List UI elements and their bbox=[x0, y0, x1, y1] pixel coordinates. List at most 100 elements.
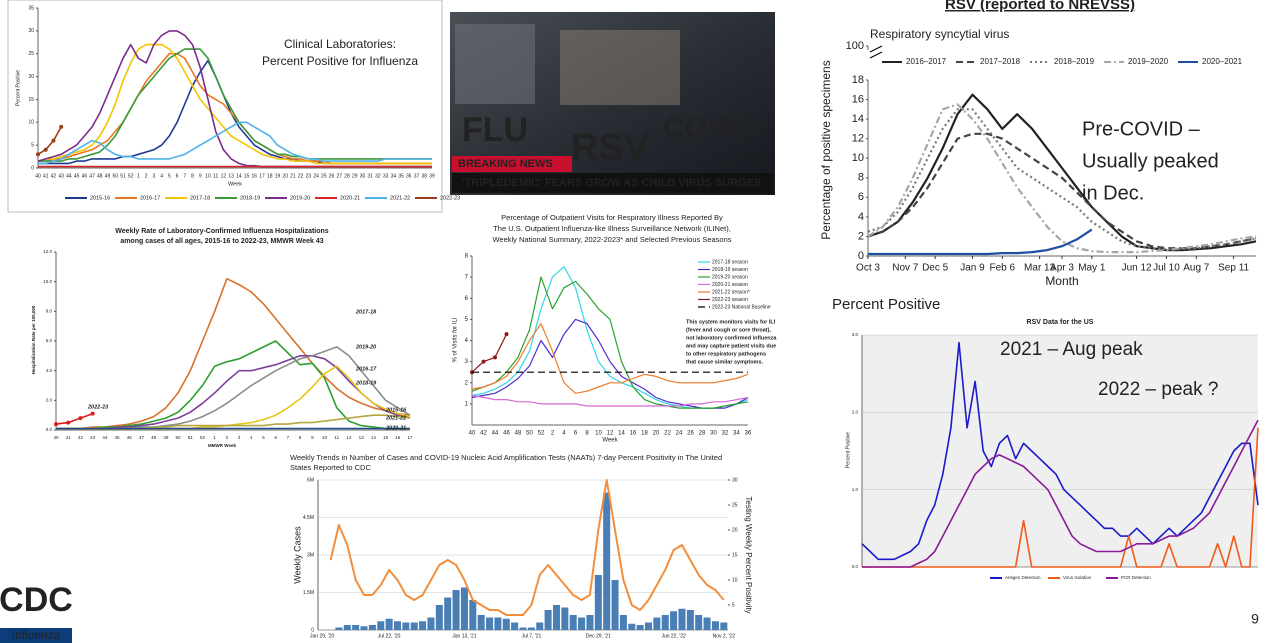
bar bbox=[419, 621, 427, 630]
x-tick-label: Oct 3 bbox=[856, 263, 880, 274]
x-tick-label: 6 bbox=[274, 435, 277, 440]
series-label: 2016-17 bbox=[355, 366, 377, 372]
legend-label: Antigen Detection bbox=[1005, 575, 1041, 580]
chart-title: Weekly Rate of Laboratory-Confirmed Infl… bbox=[115, 228, 329, 235]
annotation: Percent Positive for Influenza bbox=[262, 54, 418, 68]
point bbox=[481, 359, 486, 364]
panel-border bbox=[7, 0, 443, 213]
x-tick-label: 42 bbox=[78, 435, 84, 440]
x-tick-label: 10 bbox=[595, 431, 602, 437]
x-tick-label: 14 bbox=[618, 431, 625, 437]
axis-break bbox=[869, 45, 883, 53]
x-tick-label: 41 bbox=[43, 173, 49, 179]
x-tick-label: 28 bbox=[344, 173, 350, 179]
x-tick-label: 17 bbox=[259, 173, 265, 179]
series-label: 2020-21 bbox=[385, 425, 406, 431]
x-tick-label: 43 bbox=[58, 173, 64, 179]
chart-title: Percentage of Outpatient Visits for Resp… bbox=[501, 213, 723, 222]
bar bbox=[435, 605, 443, 630]
y2-tick-label: 15 bbox=[732, 552, 738, 558]
y-tick-label: 10 bbox=[852, 152, 864, 164]
chart-title: RSV Data for the US bbox=[1027, 319, 1094, 326]
series-label: 2018-19 bbox=[355, 380, 377, 386]
series-line bbox=[868, 228, 1093, 256]
bar bbox=[511, 622, 519, 630]
x-tick-label: 13 bbox=[228, 173, 234, 179]
x-tick-label: 10 bbox=[205, 173, 211, 179]
x-tick-label: 44 bbox=[492, 431, 499, 437]
x-tick-label: 46 bbox=[127, 435, 133, 440]
x-tick-label: 44 bbox=[102, 435, 108, 440]
x-tick-label: Sep 11 bbox=[1218, 263, 1249, 274]
annotation: Clinical Laboratories: bbox=[284, 37, 396, 51]
legend-label: 2019-20 season bbox=[712, 274, 748, 280]
x-tick-label: 14 bbox=[236, 173, 242, 179]
legend-label: 2015-16 bbox=[90, 195, 110, 201]
x-axis-label: Week bbox=[228, 181, 242, 187]
x-tick-label: 39 bbox=[429, 173, 435, 179]
y-tick-label: 6M bbox=[307, 477, 314, 483]
x-tick-label: 9 bbox=[311, 435, 314, 440]
y2-tick-label: 5 bbox=[732, 602, 735, 608]
series-line bbox=[471, 333, 508, 373]
x-tick-label: 16 bbox=[395, 435, 401, 440]
bar bbox=[586, 615, 594, 630]
annotation: in Dec. bbox=[1082, 182, 1144, 204]
y-tick-label: 10 bbox=[28, 120, 34, 126]
series-label: 2017-18 bbox=[355, 309, 377, 315]
x-tick-label: 20 bbox=[282, 173, 288, 179]
logo-sub: Influenza bbox=[12, 628, 61, 642]
series-line bbox=[861, 341, 1259, 561]
y-tick-label: 15 bbox=[28, 97, 34, 103]
note: not laboratory confirmed influenza bbox=[686, 335, 777, 341]
legend-label: 2022-23 season bbox=[712, 297, 748, 303]
y2-tick-label: 20 bbox=[732, 527, 738, 533]
bar bbox=[661, 615, 669, 630]
bar bbox=[678, 608, 686, 630]
y-tick-label: 16 bbox=[852, 93, 864, 105]
x-tick-label: 8 bbox=[585, 431, 589, 437]
photo-detail bbox=[560, 30, 680, 105]
legend-label: 2018–2019 bbox=[1054, 57, 1095, 66]
x-tick-label: 20 bbox=[653, 431, 660, 437]
legend-label: 2018-19 bbox=[240, 195, 260, 201]
x-tick-label: 47 bbox=[139, 435, 145, 440]
x-tick-label: Jul 7, '21 bbox=[521, 633, 541, 639]
x-tick-label: 2 bbox=[145, 173, 148, 179]
y2-axis-label: Testing Weekly Percent Positivity bbox=[744, 496, 753, 613]
x-tick-label: Jul 22, '20 bbox=[378, 633, 401, 639]
bar bbox=[695, 615, 703, 630]
x-tick-label: 7 bbox=[183, 173, 186, 179]
x-tick-label: 7 bbox=[287, 435, 290, 440]
x-tick-label: 34 bbox=[391, 173, 397, 179]
x-tick-label: 5 bbox=[262, 435, 265, 440]
bar bbox=[561, 607, 569, 630]
x-tick-label: 1 bbox=[213, 435, 216, 440]
series-label: 2019-20 bbox=[355, 344, 376, 350]
bar bbox=[469, 600, 477, 630]
note: This system monitors visits for ILI bbox=[686, 319, 776, 325]
x-tick-label: 9 bbox=[199, 173, 202, 179]
note: (fever and cough or sore throat), bbox=[686, 327, 771, 333]
y-tick-label: 8 bbox=[858, 172, 864, 184]
legend-label: 2016-17 bbox=[140, 195, 160, 201]
y-axis-label: Hospitalization Rate per 100,000 bbox=[31, 305, 36, 374]
photo-text: 'TRIPLEDEMIC' FEARS GROW AS CHILD VIRUS … bbox=[462, 177, 761, 189]
chart-title: States Reported to CDC bbox=[290, 463, 371, 472]
news-banner bbox=[452, 156, 572, 172]
bar bbox=[502, 618, 510, 630]
point bbox=[54, 422, 58, 427]
x-tick-label: 4 bbox=[562, 431, 566, 437]
x-tick-label: 32 bbox=[722, 431, 729, 437]
x-tick-label: 18 bbox=[641, 431, 648, 437]
bar bbox=[644, 622, 653, 630]
x-axis-label: MMWR Week bbox=[208, 443, 236, 448]
x-tick-label: 4 bbox=[250, 435, 253, 440]
bar bbox=[636, 625, 644, 630]
annotation: Pre-COVID – bbox=[1082, 118, 1201, 140]
series-label: 2021-22 bbox=[385, 415, 406, 421]
legend-label: 2017-18 season bbox=[712, 259, 748, 265]
x-tick-label: 10 bbox=[322, 435, 328, 440]
x-tick-label: 52 bbox=[538, 431, 545, 437]
point bbox=[66, 420, 71, 425]
